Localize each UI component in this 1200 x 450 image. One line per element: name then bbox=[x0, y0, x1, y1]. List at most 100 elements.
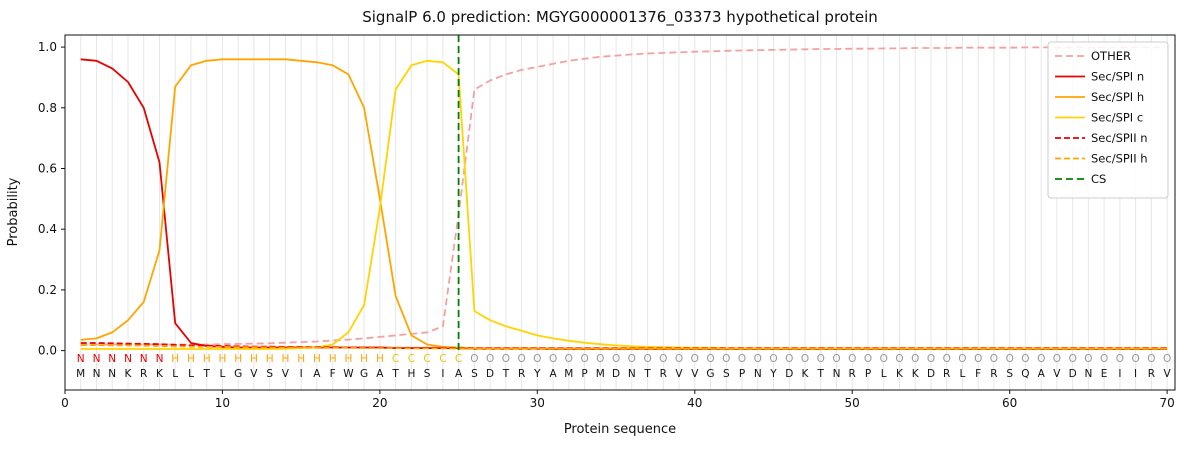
region-label: O bbox=[895, 353, 903, 365]
sequence-letter: L bbox=[219, 368, 225, 380]
legend-entry-label: Sec/SPII n bbox=[1091, 131, 1148, 145]
sequence-letter: V bbox=[691, 368, 699, 380]
region-label: N bbox=[93, 353, 101, 365]
y-tick-label: 0.4 bbox=[38, 222, 57, 236]
region-label: O bbox=[880, 353, 888, 365]
region-label: O bbox=[832, 353, 840, 365]
region-label: H bbox=[344, 353, 352, 365]
region-label: O bbox=[628, 353, 636, 365]
sequence-letter: M bbox=[564, 368, 573, 380]
legend-entry-label: Sec/SPII h bbox=[1091, 152, 1148, 166]
sequence-letter: T bbox=[502, 368, 510, 380]
region-label: O bbox=[864, 353, 872, 365]
region-label: O bbox=[848, 353, 856, 365]
region-label: O bbox=[486, 353, 494, 365]
sequence-letter: S bbox=[1006, 368, 1013, 380]
region-label: C bbox=[392, 353, 399, 365]
region-label: O bbox=[943, 353, 951, 365]
x-tick-label: 70 bbox=[1159, 396, 1174, 410]
region-label: O bbox=[1037, 353, 1045, 365]
legend-entry-label: OTHER bbox=[1091, 49, 1131, 63]
series-sec-spi-n bbox=[80, 58, 1168, 350]
region-label: O bbox=[801, 353, 809, 365]
region-label: O bbox=[817, 353, 825, 365]
sequence-letter: K bbox=[156, 368, 164, 380]
region-label: C bbox=[408, 353, 415, 365]
sequence-letter: D bbox=[1069, 368, 1077, 380]
region-label: O bbox=[974, 353, 982, 365]
region-label: H bbox=[329, 353, 337, 365]
region-label: H bbox=[250, 353, 258, 365]
sequence-letter: P bbox=[581, 368, 587, 380]
sequence-letter: V bbox=[1053, 368, 1061, 380]
y-axis: 0.0 0.2 0.4 0.6 0.8 1.0 bbox=[38, 40, 65, 358]
sequence-letter: S bbox=[266, 368, 273, 380]
region-label: O bbox=[1147, 353, 1155, 365]
region-label: O bbox=[565, 353, 573, 365]
region-label: O bbox=[659, 353, 667, 365]
sequence-letter: D bbox=[785, 368, 793, 380]
sequence-letter: S bbox=[424, 368, 431, 380]
sequence-letter: A bbox=[550, 368, 558, 380]
sequence-letter: P bbox=[865, 368, 871, 380]
region-label: O bbox=[1100, 353, 1108, 365]
y-tick-label: 0.2 bbox=[38, 283, 57, 297]
x-tick-label: 0 bbox=[61, 396, 69, 410]
y-tick-label: 0.8 bbox=[38, 101, 57, 115]
region-label: O bbox=[738, 353, 746, 365]
sequence-letter: R bbox=[660, 368, 667, 380]
sequence-letter: N bbox=[628, 368, 636, 380]
sequence-letter: R bbox=[943, 368, 950, 380]
sequence-letter: D bbox=[486, 368, 494, 380]
sequence-letter: L bbox=[188, 368, 194, 380]
sequence-letter: K bbox=[802, 368, 810, 380]
sequence-letter: K bbox=[912, 368, 920, 380]
sequence-letter: R bbox=[990, 368, 997, 380]
sequence-letter: W bbox=[343, 368, 354, 380]
region-label: O bbox=[1021, 353, 1029, 365]
sequence-letter: K bbox=[896, 368, 904, 380]
plot-border bbox=[64, 34, 1176, 391]
sequence-letter: R bbox=[140, 368, 147, 380]
region-label: H bbox=[360, 353, 368, 365]
sequence-letter: G bbox=[360, 368, 368, 380]
region-label: H bbox=[376, 353, 384, 365]
region-label: O bbox=[470, 353, 478, 365]
sequence-letter: S bbox=[723, 368, 730, 380]
sequence-letter: R bbox=[518, 368, 525, 380]
sequence-letter: E bbox=[1101, 368, 1108, 380]
region-label: O bbox=[785, 353, 793, 365]
sequence-letter: T bbox=[816, 368, 824, 380]
sequence-letter: I bbox=[1134, 368, 1137, 380]
region-label: H bbox=[171, 353, 179, 365]
region-label: H bbox=[266, 353, 274, 365]
region-label: O bbox=[549, 353, 557, 365]
x-tick-label: 50 bbox=[845, 396, 860, 410]
region-label: O bbox=[517, 353, 525, 365]
region-label: H bbox=[203, 353, 211, 365]
x-tick-label: 10 bbox=[215, 396, 230, 410]
sequence-letter: N bbox=[108, 368, 116, 380]
sequence-letter: N bbox=[1084, 368, 1092, 380]
legend-entry-label: Sec/SPI n bbox=[1091, 70, 1144, 84]
sequence-letter: I bbox=[300, 368, 303, 380]
sequence-letter: M bbox=[596, 368, 605, 380]
series-sec-spii-h bbox=[80, 344, 1168, 350]
sequence-letter: V bbox=[282, 368, 290, 380]
x-tick-label: 30 bbox=[530, 396, 545, 410]
sequence-letter: A bbox=[1038, 368, 1046, 380]
sequence-letter: D bbox=[927, 368, 935, 380]
sequence-letter: L bbox=[959, 368, 965, 380]
region-label: C bbox=[423, 353, 430, 365]
sequence-letter: Q bbox=[1021, 368, 1029, 380]
series-sec-spi-h bbox=[80, 58, 1168, 350]
legend: OTHER Sec/SPI n Sec/SPI h Sec/SPI c Sec/SPII… bbox=[1047, 41, 1169, 199]
region-label: O bbox=[612, 353, 620, 365]
sequence-letter: D bbox=[612, 368, 620, 380]
region-label: H bbox=[281, 353, 289, 365]
region-label: O bbox=[1163, 353, 1171, 365]
x-tick-label: 60 bbox=[1002, 396, 1017, 410]
y-tick-label: 1.0 bbox=[38, 40, 57, 54]
